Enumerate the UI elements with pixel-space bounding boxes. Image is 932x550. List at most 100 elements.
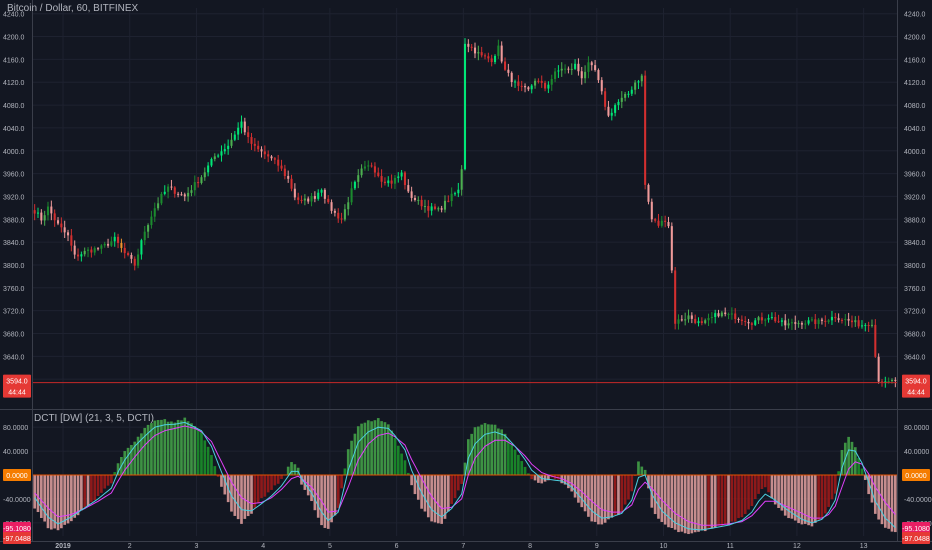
candle-body[interactable] xyxy=(293,188,296,198)
dcti-histogram-bar[interactable] xyxy=(707,475,710,529)
candle-body[interactable] xyxy=(727,313,730,315)
candle-body[interactable] xyxy=(317,192,320,199)
candle-body[interactable] xyxy=(467,43,470,47)
candle-body[interactable] xyxy=(460,169,463,190)
dcti-histogram-bar[interactable] xyxy=(213,466,217,475)
dcti-histogram-bar[interactable] xyxy=(136,436,140,475)
candle-body[interactable] xyxy=(824,320,827,322)
candle-body[interactable] xyxy=(814,319,817,325)
dcti-histogram-bar[interactable] xyxy=(657,475,660,519)
dcti-histogram-bar[interactable] xyxy=(500,429,504,475)
dcti-histogram-bar[interactable] xyxy=(56,475,60,531)
candle-body[interactable] xyxy=(680,319,683,321)
candle-body[interactable] xyxy=(337,212,340,219)
dcti-histogram-bar[interactable] xyxy=(733,475,737,522)
candle-body[interactable] xyxy=(127,253,130,255)
dcti-histogram-bar[interactable] xyxy=(200,431,203,475)
candle-body[interactable] xyxy=(123,247,126,254)
dcti-histogram-bar[interactable] xyxy=(86,475,90,507)
dcti-histogram-bar[interactable] xyxy=(797,475,800,524)
candle-body[interactable] xyxy=(380,175,383,182)
candle-body[interactable] xyxy=(564,68,567,70)
dcti-histogram-bar[interactable] xyxy=(450,475,453,504)
dcti-histogram-bar[interactable] xyxy=(803,475,807,524)
dcti-histogram-bar[interactable] xyxy=(456,475,460,491)
candle-body[interactable] xyxy=(480,52,483,56)
dcti-histogram-bar[interactable] xyxy=(403,460,407,475)
candle-body[interactable] xyxy=(514,81,517,83)
dcti-histogram-bar[interactable] xyxy=(230,475,233,512)
candle-body[interactable] xyxy=(450,193,453,202)
candle-body[interactable] xyxy=(540,80,543,83)
candle-body[interactable] xyxy=(827,320,830,322)
dcti-histogram-bar[interactable] xyxy=(193,426,197,475)
candle-body[interactable] xyxy=(887,381,890,383)
candle-body[interactable] xyxy=(163,191,166,194)
candle-body[interactable] xyxy=(677,319,680,324)
candle-body[interactable] xyxy=(290,178,293,189)
dcti-histogram-bar[interactable] xyxy=(246,475,250,517)
candle-body[interactable] xyxy=(607,106,610,116)
dcti-histogram-bar[interactable] xyxy=(300,475,303,485)
dcti-histogram-bar[interactable] xyxy=(216,475,220,477)
dcti-histogram-bar[interactable] xyxy=(857,458,860,475)
candle-body[interactable] xyxy=(647,184,650,202)
dcti-histogram-bar[interactable] xyxy=(700,475,704,531)
candle-body[interactable] xyxy=(140,240,143,255)
candle-body[interactable] xyxy=(580,71,583,79)
candle-body[interactable] xyxy=(36,212,40,214)
dcti-histogram-bar[interactable] xyxy=(83,475,87,508)
candle-body[interactable] xyxy=(890,379,894,382)
candle-body[interactable] xyxy=(197,182,200,184)
dcti-histogram-bar[interactable] xyxy=(540,475,544,484)
dcti-histogram-bar[interactable] xyxy=(340,475,343,489)
dcti-histogram-bar[interactable] xyxy=(680,475,684,532)
candle-body[interactable] xyxy=(240,121,243,128)
dcti-histogram-bar[interactable] xyxy=(883,475,887,528)
candle-body[interactable] xyxy=(574,63,577,69)
candle-body[interactable] xyxy=(73,245,76,255)
dcti-histogram-bar[interactable] xyxy=(470,433,474,475)
candle-body[interactable] xyxy=(717,313,720,317)
candle-body[interactable] xyxy=(690,315,693,319)
dcti-histogram-bar[interactable] xyxy=(190,423,193,475)
dcti-histogram-bar[interactable] xyxy=(863,475,867,480)
candle-body[interactable] xyxy=(850,320,853,323)
candle-body[interactable] xyxy=(90,249,93,253)
candle-body[interactable] xyxy=(103,243,106,246)
candle-body[interactable] xyxy=(253,143,256,146)
dcti-histogram-bar[interactable] xyxy=(600,475,604,525)
dcti-histogram-bar[interactable] xyxy=(890,475,894,532)
candle-body[interactable] xyxy=(720,312,723,317)
candle-body[interactable] xyxy=(804,323,807,325)
candle-body[interactable] xyxy=(684,319,687,321)
candle-body[interactable] xyxy=(497,45,500,56)
dcti-histogram-bar[interactable] xyxy=(320,475,323,526)
candle-body[interactable] xyxy=(217,155,220,157)
candle-body[interactable] xyxy=(757,317,760,321)
candle-body[interactable] xyxy=(417,199,420,201)
dcti-histogram-bar[interactable] xyxy=(543,475,547,482)
candle-body[interactable] xyxy=(817,319,820,325)
candle-body[interactable] xyxy=(547,84,550,89)
candle-body[interactable] xyxy=(393,177,396,184)
candle-body[interactable] xyxy=(544,82,547,89)
dcti-histogram-bar[interactable] xyxy=(423,475,427,512)
dcti-histogram-bar[interactable] xyxy=(443,475,447,519)
dcti-histogram-bar[interactable] xyxy=(643,469,647,475)
candle-body[interactable] xyxy=(443,200,447,210)
candle-body[interactable] xyxy=(697,321,700,324)
candle-body[interactable] xyxy=(840,319,843,321)
dcti-histogram-bar[interactable] xyxy=(713,475,717,528)
dcti-histogram-bar[interactable] xyxy=(356,426,360,475)
candle-body[interactable] xyxy=(333,210,336,213)
candle-body[interactable] xyxy=(500,45,503,62)
dcti-histogram-bar[interactable] xyxy=(106,475,110,486)
candle-body[interactable] xyxy=(694,318,697,324)
candle-body[interactable] xyxy=(870,324,874,326)
dcti-histogram-bar[interactable] xyxy=(96,475,100,496)
dcti-histogram-bar[interactable] xyxy=(236,475,240,520)
candle-body[interactable] xyxy=(524,86,527,88)
dcti-histogram-bar[interactable] xyxy=(380,421,383,475)
candle-body[interactable] xyxy=(270,156,273,159)
